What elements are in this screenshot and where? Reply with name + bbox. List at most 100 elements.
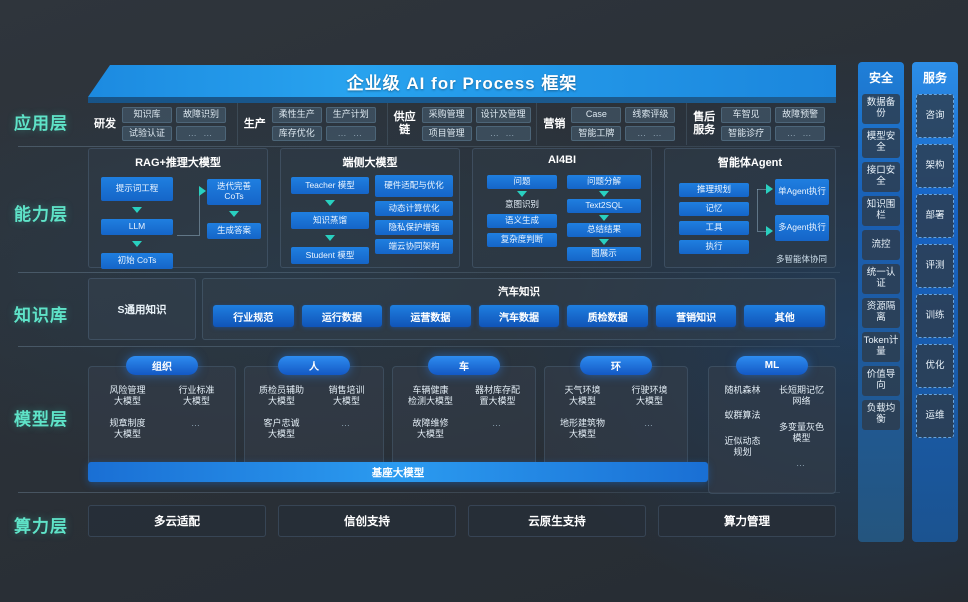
capability-box-ai4bi[interactable]: AI4BI 问题 意图识别 语义生成 复杂度判断 问题分解 Text2SQL 总…	[472, 148, 652, 268]
model-group-vehicle[interactable]: 车 车辆健康 检测大模型 故障维修 大模型 器材库存配 置大模型 …	[392, 356, 536, 466]
app-chip[interactable]: 试验认证	[122, 125, 172, 142]
model-item[interactable]: 长短期记忆 网络	[778, 385, 824, 407]
app-chip[interactable]: 线索评级	[625, 106, 676, 123]
service-item[interactable]: 咨询	[916, 94, 954, 138]
model-item-more[interactable]: …	[341, 417, 352, 428]
app-chip[interactable]: 采购管理	[421, 106, 472, 123]
app-chip[interactable]: Case	[571, 106, 622, 123]
model-group-environment[interactable]: 环 天气环境 大模型 地形建筑物 大模型 行驶环境 大模型 …	[544, 356, 688, 466]
security-item[interactable]: 知识围栏	[862, 196, 900, 226]
model-item[interactable]: 随机森林	[724, 385, 761, 395]
knowledge-chip[interactable]: 运营数据	[390, 305, 471, 327]
service-item[interactable]: 评测	[916, 244, 954, 288]
security-item[interactable]: 流控	[862, 230, 900, 260]
capability-node[interactable]: 迭代完善 CoTs	[207, 179, 261, 205]
service-item[interactable]: 部署	[916, 194, 954, 238]
app-group-supply-chain[interactable]: 供应链 采购管理 项目管理 设计及管理 … …	[386, 103, 537, 145]
security-item[interactable]: 资源隔离	[862, 298, 900, 328]
model-item[interactable]: 蚁群算法	[724, 410, 761, 421]
capability-node[interactable]: 生成答案	[207, 223, 261, 239]
model-item[interactable]: 质检员辅助 大模型	[258, 385, 304, 407]
app-chip[interactable]: 车智见	[721, 106, 772, 123]
base-model-bar[interactable]: 基座大模型	[88, 462, 708, 482]
model-group-people[interactable]: 人 质检员辅助 大模型 客户忠诚 大模型 销售培训 大模型 …	[244, 356, 384, 466]
compute-cell[interactable]: 算力管理	[658, 505, 836, 537]
app-group-after-sales[interactable]: 售后服务 车智见 智能诊疗 故障预警 … …	[686, 103, 836, 145]
capability-node[interactable]: 语义生成	[487, 214, 557, 228]
model-item[interactable]: 行业标准 大模型	[178, 385, 215, 407]
security-item[interactable]: 统一认证	[862, 264, 900, 294]
compute-cell[interactable]: 多云适配	[88, 505, 266, 537]
capability-node[interactable]: 硬件适配与优化	[375, 175, 453, 197]
model-item-more[interactable]: …	[796, 458, 807, 468]
app-group-marketing[interactable]: 营销 Case 智能工牌 线索评级 … …	[536, 103, 686, 145]
security-item[interactable]: 负载均衡	[862, 400, 900, 430]
service-item[interactable]: 训练	[916, 294, 954, 338]
model-item[interactable]: 器材库存配 置大模型	[474, 385, 520, 407]
knowledge-chip[interactable]: 汽车数据	[478, 305, 560, 327]
capability-node[interactable]: Student 模型	[291, 247, 369, 264]
capability-node[interactable]: Teacher 模型	[291, 177, 369, 194]
security-item[interactable]: 数据备份	[862, 94, 900, 124]
capability-node[interactable]: 端云协同架构	[375, 239, 453, 254]
model-item[interactable]: 客户忠诚 大模型	[263, 417, 300, 439]
model-item[interactable]: 风险管理 大模型	[109, 385, 146, 407]
knowledge-chip[interactable]: 营销知识	[655, 305, 737, 327]
capability-node[interactable]: 推理规划	[679, 183, 749, 197]
capability-node[interactable]: 知识蒸馏	[291, 212, 369, 229]
app-chip[interactable]: 项目管理	[421, 125, 472, 142]
app-chip[interactable]: 设计及管理	[475, 106, 531, 123]
app-chip[interactable]: 库存优化	[271, 125, 322, 142]
model-item[interactable]: 近似动态 规划	[724, 435, 761, 457]
security-item[interactable]: Token计量	[862, 332, 900, 362]
capability-node[interactable]: 意图识别	[504, 199, 539, 209]
capability-node[interactable]: Text2SQL	[567, 199, 641, 213]
capability-node[interactable]: 问题分解	[567, 175, 641, 189]
model-group-organization[interactable]: 组织 风险管理 大模型 规章制度 大模型 行业标准 大模型 …	[88, 356, 236, 466]
app-chip[interactable]: 知识库	[122, 106, 172, 123]
security-item[interactable]: 接口安全	[862, 162, 900, 192]
capability-node[interactable]: 隐私保护增强	[375, 220, 453, 235]
capability-node[interactable]: 工具	[679, 221, 749, 235]
security-item[interactable]: 价值导向	[862, 366, 900, 396]
app-chip[interactable]: 智能工牌	[571, 125, 622, 142]
service-item[interactable]: 运维	[916, 394, 954, 438]
app-chip[interactable]: 故障预警	[775, 106, 826, 123]
capability-node[interactable]: 图展示	[567, 247, 641, 261]
app-chip-more[interactable]: … …	[625, 125, 676, 142]
knowledge-chip[interactable]: 其他	[744, 305, 826, 327]
model-item-more[interactable]: …	[492, 417, 503, 428]
service-item[interactable]: 优化	[916, 344, 954, 388]
app-chip-more[interactable]: … …	[176, 125, 226, 142]
app-chip[interactable]: 柔性生产	[271, 106, 322, 123]
app-chip-more[interactable]: … …	[325, 125, 376, 142]
app-chip-more[interactable]: … …	[775, 125, 826, 142]
model-item[interactable]: 车辆健康 检测大模型	[407, 385, 453, 407]
model-item[interactable]: 规章制度 大模型	[109, 417, 146, 439]
app-chip[interactable]: 故障识别	[176, 106, 226, 123]
model-item[interactable]: 多变量灰色 模型	[778, 421, 824, 443]
model-item[interactable]: 地形建筑物 大模型	[559, 417, 605, 439]
compute-cell[interactable]: 云原生支持	[468, 505, 646, 537]
app-chip[interactable]: 智能诊疗	[721, 125, 772, 142]
capability-node[interactable]: 总结结果	[567, 223, 641, 237]
app-chip[interactable]: 生产计划	[325, 106, 376, 123]
capability-node[interactable]: 问题	[487, 175, 557, 189]
knowledge-general-box[interactable]: S通用知识	[88, 278, 196, 340]
app-group-rd[interactable]: 研发 知识库 试验认证 故障识别 … …	[88, 103, 237, 145]
service-item[interactable]: 架构	[916, 144, 954, 188]
app-chip-more[interactable]: … …	[475, 125, 531, 142]
model-item-more[interactable]: …	[191, 417, 202, 428]
model-item-more[interactable]: …	[644, 417, 655, 428]
capability-node[interactable]: 记忆	[679, 202, 749, 216]
capability-node[interactable]: 提示词工程	[101, 177, 173, 201]
knowledge-chip[interactable]: 质检数据	[567, 305, 648, 327]
capability-node[interactable]: LLM	[101, 219, 173, 235]
capability-node[interactable]: 初始 CoTs	[101, 253, 173, 269]
capability-box-agent[interactable]: 智能体Agent 推理规划 记忆 工具 执行 单Agent执行 多Agent执行	[664, 148, 836, 268]
model-item[interactable]: 行驶环境 大模型	[631, 385, 668, 407]
capability-node[interactable]: 单Agent执行	[775, 179, 829, 205]
model-item[interactable]: 天气环境 大模型	[564, 385, 601, 407]
capability-box-edge-model[interactable]: 端侧大模型 Teacher 模型 知识蒸馏 Student 模型 硬件适配与优化…	[280, 148, 460, 268]
capability-node[interactable]: 执行	[679, 240, 749, 254]
